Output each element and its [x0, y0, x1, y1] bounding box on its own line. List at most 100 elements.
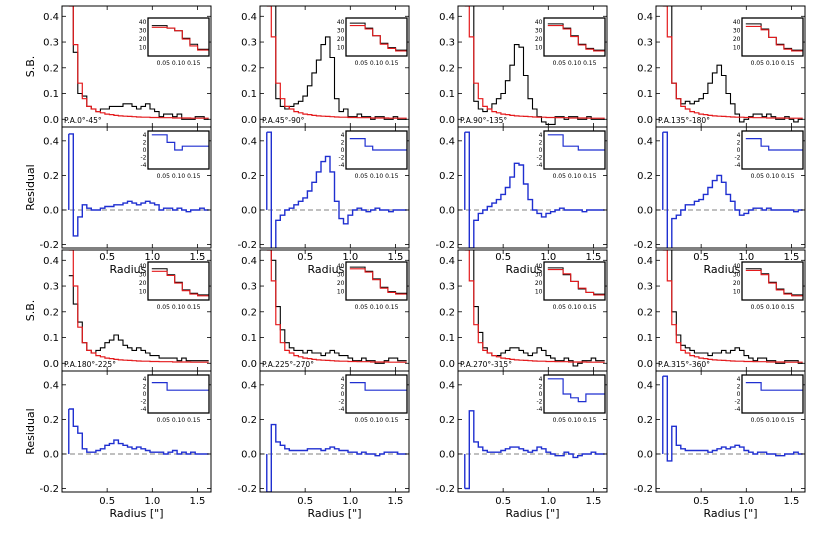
sb-y-tick-label: 0.1: [637, 333, 653, 344]
model-profile-line: [662, 250, 803, 363]
inset-res-tick-label: -4: [339, 162, 345, 169]
inset-residual-line: [547, 134, 605, 151]
sb-y-tick-label: 0.1: [43, 333, 59, 344]
sb-y-tick-label: 0.3: [241, 282, 257, 293]
inset-x-tick-label: 0.15: [385, 173, 399, 180]
inset-res-tick-label: 2: [737, 383, 741, 390]
inset-y-tick-label: 10: [733, 45, 741, 52]
residual-profile-line: [464, 410, 605, 490]
res-inset-area: [349, 382, 407, 391]
inset-x-tick-label: 0.15: [583, 417, 597, 424]
inset-x-tick-label: 0.15: [781, 417, 795, 424]
res-y-tick-label: 0.0: [637, 205, 653, 216]
inset-res-tick-label: -4: [735, 406, 741, 413]
inset-x-tick-label: 0.05: [751, 417, 765, 424]
sb-y-tick-label: 0.0: [43, 115, 59, 126]
x-axis-label: Radius ["]: [109, 507, 163, 520]
res-inset-bg: [346, 375, 407, 413]
inset-x-tick-label: 0.15: [385, 304, 399, 311]
inset-y-tick-label: 20: [139, 36, 147, 43]
inset-x-tick-label: 0.15: [187, 173, 201, 180]
inset-y-tick-label: 10: [337, 45, 345, 52]
sb-y-tick-label: 0.2: [241, 307, 257, 318]
x-axis-label: Radius ["]: [703, 507, 757, 520]
inset-res-tick-label: -2: [339, 155, 345, 162]
panel-p-a-135-180-: 0.00.10.20.30.4P.A.135°-180°102030400.05…: [633, 5, 806, 276]
sb-y-tick-label: 0.4: [43, 12, 59, 23]
inset-res-tick-label: 0: [539, 147, 543, 154]
residual-profile-line: [68, 133, 209, 237]
sb-y-tick-label: 0.0: [637, 359, 653, 370]
res-inset-area: [151, 134, 209, 151]
inset-res-tick-label: -4: [141, 406, 147, 413]
inset-x-tick-label: 0.05: [553, 417, 567, 424]
inset-model-line: [349, 268, 407, 295]
inset-y-tick-label: 10: [535, 289, 543, 296]
inset-x-tick-label: 0.05: [157, 173, 171, 180]
sb-inset-frame: [543, 17, 606, 57]
position-angle-label: P.A.45°-90°: [262, 116, 305, 125]
res-y-tick-label: 0.4: [241, 380, 257, 391]
residual-plot-area: [656, 375, 805, 462]
residual-plot-area: [458, 410, 607, 490]
sb-y-tick-label: 0.4: [637, 12, 653, 23]
res-y-tick-label: 0.2: [43, 171, 59, 182]
inset-x-tick-label: 0.10: [766, 173, 780, 180]
sb-inset-frame: [147, 261, 210, 301]
sb-inset-frame: [543, 261, 606, 301]
res-inset-area: [547, 134, 605, 151]
x-tick-label: 1.0: [540, 252, 556, 263]
x-tick-label: 0.5: [693, 496, 709, 507]
inset-res-tick-label: 4: [341, 132, 345, 139]
inset-model-line: [745, 25, 803, 52]
res-inset-area: [547, 378, 605, 403]
panel-p-a-225-270-: 0.00.10.20.30.4P.A.225°-270°102030400.05…: [237, 249, 410, 520]
x-tick-label: 0.5: [495, 252, 511, 263]
inset-x-tick-label: 0.05: [751, 60, 765, 67]
res-y-tick-label: 0.2: [241, 415, 257, 426]
model-profile-line: [266, 6, 407, 119]
res-y-tick-label: 0.2: [439, 415, 455, 426]
sb-y-tick-label: 0.0: [439, 359, 455, 370]
inset-x-tick-label: 0.10: [568, 60, 582, 67]
inset-x-tick-label: 0.05: [157, 304, 171, 311]
inset-x-tick-label: 0.15: [583, 60, 597, 67]
observed-profile-line: [266, 250, 407, 364]
res-inset-frame: [345, 374, 408, 414]
inset-model-line: [547, 25, 605, 52]
inset-res-tick-label: 2: [539, 139, 543, 146]
inset-x-tick-label: 0.10: [172, 304, 186, 311]
x-tick-label: 1.0: [738, 496, 754, 507]
sb-y-tick-label: 0.1: [241, 333, 257, 344]
res-inset-area: [151, 382, 209, 391]
inset-res-tick-label: 4: [341, 376, 345, 383]
inset-res-tick-label: 2: [341, 139, 345, 146]
inset-x-tick-label: 0.05: [157, 417, 171, 424]
inset-y-tick-label: 10: [139, 289, 147, 296]
residual-panel-frame: [61, 126, 212, 249]
inset-residual-line: [349, 382, 407, 391]
sb-axis-label: S.B.: [24, 56, 37, 78]
inset-y-tick-label: 40: [139, 263, 147, 270]
res-y-tick-label: 0.2: [241, 171, 257, 182]
res-y-tick-label: -0.2: [435, 484, 455, 495]
sb-y-tick-label: 0.3: [241, 38, 257, 49]
inset-x-tick-label: 0.10: [568, 304, 582, 311]
res-inset-area: [745, 138, 803, 151]
sb-y-tick-label: 0.2: [43, 307, 59, 318]
sb-y-tick-label: 0.4: [241, 12, 257, 23]
x-axis-label: Radius ["]: [505, 507, 559, 520]
res-inset-frame: [543, 130, 606, 170]
res-y-tick-label: 0.4: [43, 380, 59, 391]
sb-y-tick-label: 0.0: [637, 115, 653, 126]
residual-panel-frame: [259, 126, 410, 249]
sb-axis-label: S.B.: [24, 300, 37, 322]
sb-y-tick-label: 0.4: [43, 256, 59, 267]
residual-panel-frame: [457, 370, 608, 493]
inset-y-tick-label: 20: [733, 280, 741, 287]
inset-x-tick-label: 0.15: [583, 173, 597, 180]
residual-profile-line: [662, 131, 803, 248]
inset-residual-line: [745, 382, 803, 391]
x-tick-label: 1.5: [784, 252, 800, 263]
x-tick-label: 1.5: [388, 252, 404, 263]
